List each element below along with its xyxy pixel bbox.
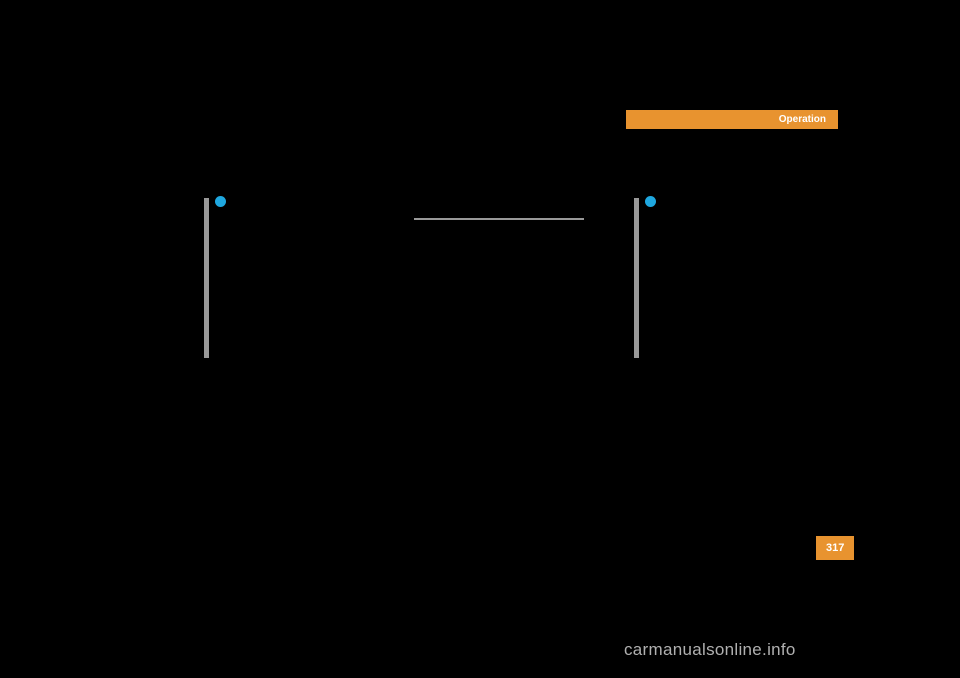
header-tab: Operation xyxy=(626,110,838,129)
info-bar xyxy=(634,198,639,358)
page-number: 317 xyxy=(816,536,854,560)
info-dot-icon xyxy=(215,196,226,207)
info-bar xyxy=(204,198,209,358)
section-divider xyxy=(414,218,584,220)
watermark-text: carmanualsonline.info xyxy=(624,640,796,660)
info-dot-icon xyxy=(645,196,656,207)
